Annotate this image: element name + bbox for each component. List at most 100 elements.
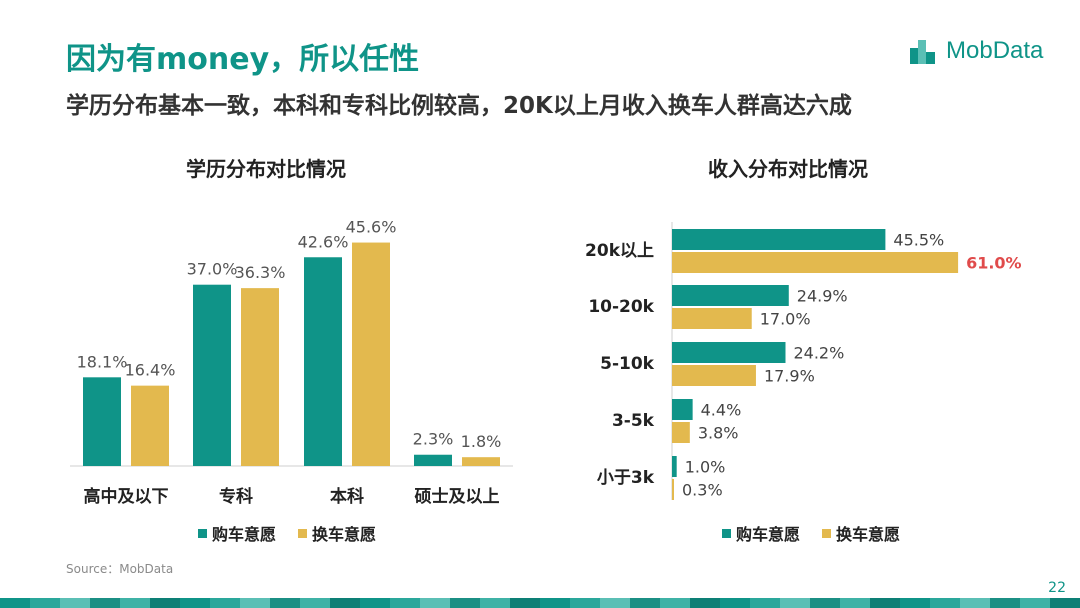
- data-label: 24.9%: [797, 287, 848, 306]
- bottom-bar-segment: [660, 598, 690, 608]
- bottom-bar-segment: [840, 598, 870, 608]
- bottom-bar-segment: [810, 598, 840, 608]
- bar-change: [672, 308, 752, 329]
- bottom-bar-segment: [900, 598, 930, 608]
- bottom-bar-segment: [60, 598, 90, 608]
- bottom-bar-segment: [1020, 598, 1050, 608]
- data-label: 45.6%: [346, 218, 397, 237]
- legend-item-buy: 购车意愿: [722, 521, 800, 545]
- bar-change: [672, 252, 959, 273]
- page-subtitle: 学历分布基本一致，本科和专科比例较高，20K以上月收入换车人群高达六成: [66, 93, 852, 119]
- right-chart-title: 收入分布对比情况: [708, 157, 868, 181]
- page-number: 22: [1048, 580, 1066, 596]
- data-label: 1.0%: [685, 458, 726, 477]
- data-label: 0.3%: [682, 481, 723, 500]
- data-label: 24.2%: [793, 344, 844, 363]
- bottom-bar-segment: [750, 598, 780, 608]
- bottom-bar-segment: [30, 598, 60, 608]
- legend-item-change: 换车意愿: [822, 521, 900, 545]
- legend-swatch-teal: [722, 528, 731, 538]
- bar-change: [672, 479, 674, 500]
- legend-label-buy: 购车意愿: [212, 525, 277, 544]
- bottom-bar-segment: [360, 598, 390, 608]
- bottom-bar-segment: [600, 598, 630, 608]
- legend-item-change: 换车意愿: [298, 521, 376, 545]
- data-label: 2.3%: [413, 430, 454, 449]
- bar-buy: [414, 454, 452, 466]
- mobdata-logo: MobData: [908, 36, 1068, 68]
- bottom-bar-segment: [780, 598, 810, 608]
- bottom-bar-segment: [540, 598, 570, 608]
- data-label: 37.0%: [187, 260, 238, 279]
- category-label: 专科: [219, 486, 253, 507]
- logo-icon: [910, 40, 935, 64]
- data-label: 3.8%: [698, 424, 739, 443]
- bottom-bar-segment: [420, 598, 450, 608]
- category-label: 10-20k: [588, 297, 654, 317]
- bar-buy: [672, 399, 693, 420]
- bar-buy: [672, 342, 786, 363]
- income-bar-chart: 45.5% 61.0% 20k以上 24.9% 17.0% 10-20k 24.2% 17.9…: [585, 222, 1022, 500]
- bar-buy: [672, 456, 677, 477]
- data-label: 17.0%: [760, 310, 811, 329]
- data-label: 16.4%: [125, 361, 176, 380]
- legend-swatch-gold: [822, 528, 832, 538]
- bottom-bar-segment: [690, 598, 720, 608]
- bottom-bar-segment: [960, 598, 990, 608]
- data-label: 17.9%: [764, 367, 815, 386]
- education-bar-chart: 18.1%16.4% 高中及以下 37.0%36.3% 专科 42.6%45.6% 本科 2…: [70, 218, 513, 507]
- bottom-bar-segment: [120, 598, 150, 608]
- bottom-bar-segment: [570, 598, 600, 608]
- bar-buy: [304, 257, 342, 466]
- bottom-bar-segment: [930, 598, 960, 608]
- decorative-bottom-bar: [0, 598, 1080, 608]
- bottom-bar-segment: [180, 598, 210, 608]
- source-note: Source：MobData: [66, 562, 174, 576]
- category-label: 3-5k: [612, 411, 655, 431]
- bottom-bar-segment: [270, 598, 300, 608]
- bottom-bar-segment: [300, 598, 330, 608]
- bar-change: [462, 457, 500, 466]
- bar-change: [672, 365, 756, 386]
- bottom-bar-segment: [720, 598, 750, 608]
- category-label: 20k以上: [585, 241, 654, 261]
- data-label: 45.5%: [893, 231, 944, 250]
- bottom-bar-segment: [150, 598, 180, 608]
- legend-label-change: 换车意愿: [836, 525, 901, 544]
- bottom-bar-segment: [630, 598, 660, 608]
- bottom-bar-segment: [450, 598, 480, 608]
- bottom-bar-segment: [480, 598, 510, 608]
- bottom-bar-segment: [990, 598, 1020, 608]
- legend-label-buy: 购车意愿: [736, 525, 801, 544]
- category-label: 5-10k: [600, 354, 655, 374]
- data-label: 42.6%: [298, 232, 349, 251]
- bottom-bar-segment: [1050, 598, 1080, 608]
- bar-change: [241, 288, 279, 466]
- bottom-bar-segment: [0, 598, 30, 608]
- logo-text: MobData: [946, 37, 1044, 64]
- left-chart-title: 学历分布对比情况: [186, 157, 346, 181]
- bottom-bar-segment: [90, 598, 120, 608]
- bar-change: [672, 422, 690, 443]
- category-label: 本科: [330, 486, 364, 507]
- data-label: 18.1%: [77, 352, 128, 371]
- bar-change: [131, 385, 169, 466]
- bottom-bar-segment: [390, 598, 420, 608]
- bar-change: [352, 242, 390, 466]
- bar-buy: [193, 284, 231, 466]
- bottom-bar-segment: [510, 598, 540, 608]
- page-title: 因为有money，所以任性: [66, 42, 420, 77]
- legend-swatch-gold: [298, 528, 308, 538]
- category-label: 硕士及以上: [415, 486, 500, 507]
- right-legend: 购车意愿 换车意愿: [722, 521, 922, 545]
- bar-buy: [672, 229, 886, 250]
- legend-swatch-teal: [198, 528, 207, 538]
- bottom-bar-segment: [210, 598, 240, 608]
- legend-label-change: 换车意愿: [312, 525, 377, 544]
- bottom-bar-segment: [870, 598, 900, 608]
- data-label: 36.3%: [235, 263, 286, 282]
- data-label: 4.4%: [701, 401, 742, 420]
- legend-item-buy: 购车意愿: [198, 521, 276, 545]
- data-label: 1.8%: [461, 432, 502, 451]
- category-label: 高中及以下: [84, 486, 169, 507]
